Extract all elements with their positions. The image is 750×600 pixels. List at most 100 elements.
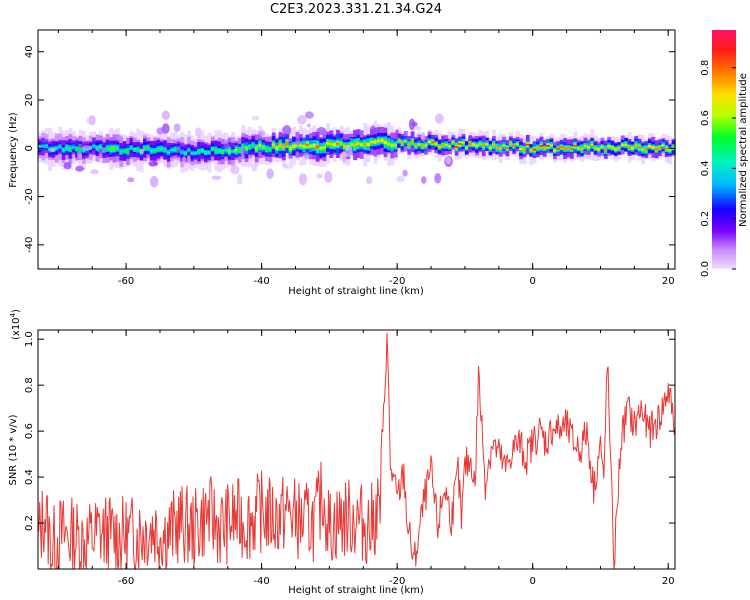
heatmap-cell — [536, 147, 541, 149]
heatmap-cell — [214, 149, 219, 152]
heatmap-cell — [129, 146, 134, 149]
heatmap-blob — [316, 173, 323, 179]
heatmap-cell — [410, 140, 415, 143]
heatmap-blob — [240, 147, 245, 156]
heatmap-blob — [156, 127, 165, 135]
heatmap-cell — [522, 149, 527, 151]
heatmap-cell — [254, 146, 259, 151]
heatmap-cell — [132, 147, 137, 152]
snr-x-tick-label: -60 — [118, 576, 134, 587]
heatmap-blob — [344, 145, 353, 158]
heatmap-blob — [237, 174, 243, 185]
heatmap-blob — [148, 161, 159, 167]
heatmap-cell — [207, 151, 212, 155]
heatmap-cell — [187, 148, 192, 152]
heatmap-cell — [153, 149, 158, 153]
heatmap-cell — [580, 147, 585, 150]
heatmap-blob — [63, 162, 72, 170]
heatmap-cell — [671, 146, 676, 149]
snr-y-ticks: 0.2 0.4 0.6 0.8 1.0 — [24, 331, 675, 531]
heatmap-cell — [231, 150, 236, 153]
snr-x-label: Height of straight line (km) — [288, 585, 424, 596]
spectrogram-y-tick-label: -20 — [24, 188, 35, 204]
snr-y-tick-label: 1.0 — [24, 331, 35, 347]
heatmap-cell — [41, 145, 46, 148]
heatmap-cell — [437, 145, 442, 149]
heatmap-blob — [90, 169, 99, 175]
snr-y-tick-label: 0.4 — [24, 469, 35, 485]
heatmap-cell — [519, 147, 524, 150]
heatmap-cell — [444, 144, 449, 146]
heatmap-cell — [454, 145, 459, 149]
heatmap-cell — [237, 148, 242, 152]
heatmap-blob — [116, 134, 122, 142]
heatmap-cell — [668, 148, 673, 152]
heatmap-cell — [339, 142, 344, 145]
heatmap-cell — [529, 149, 534, 152]
heatmap-cell — [61, 148, 66, 152]
colorbar-ticks: 0.0 0.2 0.4 0.6 0.8 — [700, 60, 736, 277]
heatmap-blob — [96, 148, 107, 154]
heatmap-cell — [65, 146, 70, 150]
heatmap-cell — [82, 148, 87, 153]
heatmap-blob — [298, 173, 307, 186]
heatmap-cell — [95, 146, 100, 150]
heatmap-blob — [324, 170, 333, 183]
heatmap-cell — [322, 146, 327, 149]
heatmap-cell — [190, 151, 195, 155]
heatmap-cell — [366, 142, 371, 147]
heatmap-blob — [139, 148, 145, 155]
heatmap-blob — [394, 129, 400, 141]
heatmap-cell — [546, 144, 551, 147]
heatmap-cell — [163, 148, 168, 152]
colorbar-tick-label: 0.0 — [700, 261, 711, 277]
colorbar-tick-label: 0.6 — [700, 110, 711, 126]
heatmap-cell — [173, 148, 178, 151]
heatmap-cell — [315, 145, 320, 149]
heatmap-cell — [627, 146, 632, 149]
heatmap-cell — [488, 146, 493, 150]
snr-scale-label: (x104) — [9, 309, 22, 340]
heatmap-cell — [319, 147, 324, 150]
heatmap-blob — [173, 123, 181, 133]
heatmap-cell — [569, 147, 574, 151]
heatmap-cell — [403, 140, 408, 143]
heatmap-cell — [183, 151, 188, 155]
heatmap-cell — [600, 145, 605, 149]
heatmap-cell — [376, 139, 381, 143]
heatmap-cell — [275, 146, 280, 150]
heatmap-cell — [248, 145, 253, 149]
heatmap-blob — [421, 132, 426, 142]
snr-frame — [37, 329, 676, 570]
heatmap-cell — [464, 146, 469, 149]
heatmap-cell — [44, 144, 49, 149]
heatmap-cell — [427, 140, 432, 144]
heatmap-cell — [539, 144, 544, 148]
heatmap-cell — [54, 146, 59, 150]
heatmap-cell — [603, 148, 608, 151]
heatmap-cell — [281, 145, 286, 149]
snr-x-ticks: -60 -40 -20 0 20 — [57, 330, 675, 587]
spectrogram-x-label: Height of straight line (km) — [288, 286, 424, 297]
heatmap-cell — [434, 142, 439, 146]
heatmap-blob — [258, 129, 265, 137]
heatmap-cell — [217, 149, 222, 153]
spectrogram-x-tick-label: -40 — [253, 276, 269, 287]
heatmap-cell — [651, 146, 656, 149]
heatmap-cell — [525, 143, 530, 146]
figure-title: C2E3.2023.331.21.34.G24 — [270, 2, 442, 17]
heatmap-cell — [485, 143, 490, 146]
spectrogram-y-tick-label: 0 — [24, 145, 35, 151]
heatmap-cell — [447, 145, 452, 148]
heatmap-cell — [342, 144, 347, 148]
heatmap-cell — [146, 145, 151, 150]
heatmap-cell — [122, 149, 127, 153]
heatmap-cell — [180, 150, 185, 154]
heatmap-blob — [340, 151, 347, 158]
heatmap-cell — [261, 145, 266, 149]
heatmap-cell — [149, 149, 154, 153]
colorbar-tick-label: 0.4 — [700, 160, 711, 176]
spectrogram-heatmap — [38, 110, 676, 188]
heatmap-cell — [563, 147, 568, 150]
heatmap-cell — [630, 146, 635, 150]
